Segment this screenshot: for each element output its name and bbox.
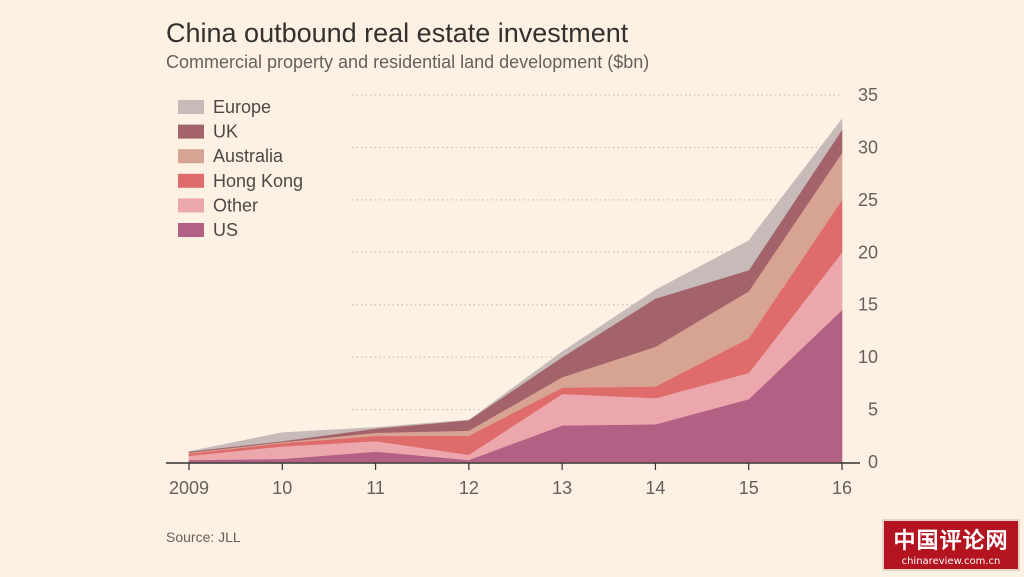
x-tick-label: 13 (552, 478, 572, 498)
y-tick-label: 0 (868, 452, 878, 472)
legend-swatch (178, 223, 204, 237)
legend-swatch (178, 198, 204, 213)
legend-swatch (178, 124, 204, 139)
area-series (188, 118, 843, 463)
area-europe (188, 118, 843, 452)
x-tick-label: 12 (459, 478, 479, 498)
legend-label: Australia (213, 146, 284, 166)
legend-swatch (178, 149, 204, 164)
x-tick-label: 11 (366, 478, 385, 498)
y-tick-label: 20 (858, 242, 878, 262)
watermark-url: chinareview.com.cn (901, 556, 1001, 567)
y-tick-label: 25 (858, 190, 878, 210)
y-tick-label: 5 (868, 400, 878, 420)
source-note: Source: JLL (166, 529, 241, 545)
watermark-title: 中国评论网 (893, 529, 1009, 554)
x-tick-label: 2009 (169, 478, 209, 498)
y-tick-label: 30 (858, 137, 878, 157)
y-tick-label: 15 (858, 295, 878, 315)
legend-label: US (213, 220, 238, 240)
x-tick-label: 14 (645, 478, 665, 498)
legend-label: UK (213, 122, 238, 142)
site-watermark-logo: 中国评论网 chinareview.com.cn (882, 519, 1020, 571)
x-tick-label: 16 (832, 478, 852, 498)
legend-swatch (178, 173, 204, 188)
chart-title: China outbound real estate investment (166, 18, 629, 48)
y-tick-label: 35 (858, 85, 878, 105)
y-tick-label: 10 (858, 347, 878, 367)
chart-subtitle: Commercial property and residential land… (166, 52, 650, 72)
grid-lines (352, 94, 842, 411)
legend-label: Europe (213, 97, 271, 117)
x-tick-label: 15 (739, 478, 759, 498)
legend: Europe UK Australia Hong Kong Other US (178, 97, 303, 240)
x-tick-label: 10 (272, 478, 292, 498)
legend-swatch (178, 100, 204, 114)
legend-label: Hong Kong (213, 171, 303, 191)
axes: 35 30 25 20 15 10 5 0 2009 10 11 12 13 14 15 16 (166, 85, 878, 498)
legend-label: Other (213, 195, 258, 215)
